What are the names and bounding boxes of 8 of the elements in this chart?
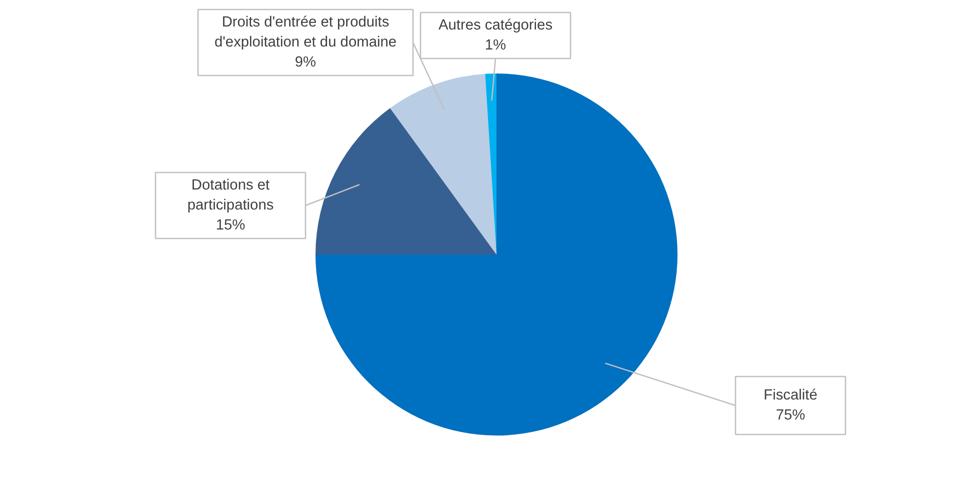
slice-label: Fiscalité — [764, 388, 818, 404]
data-label: 15% — [216, 218, 246, 234]
data-label: 75% — [776, 408, 806, 424]
slice-label: Dotations et participations — [187, 178, 274, 214]
slice-label: Autres catégories — [438, 18, 553, 34]
data-label: 1% — [484, 38, 506, 54]
data-label: 9% — [294, 54, 316, 70]
slice-label: Droits d'entrée et produits d'exploitation et du domaine — [214, 14, 397, 50]
